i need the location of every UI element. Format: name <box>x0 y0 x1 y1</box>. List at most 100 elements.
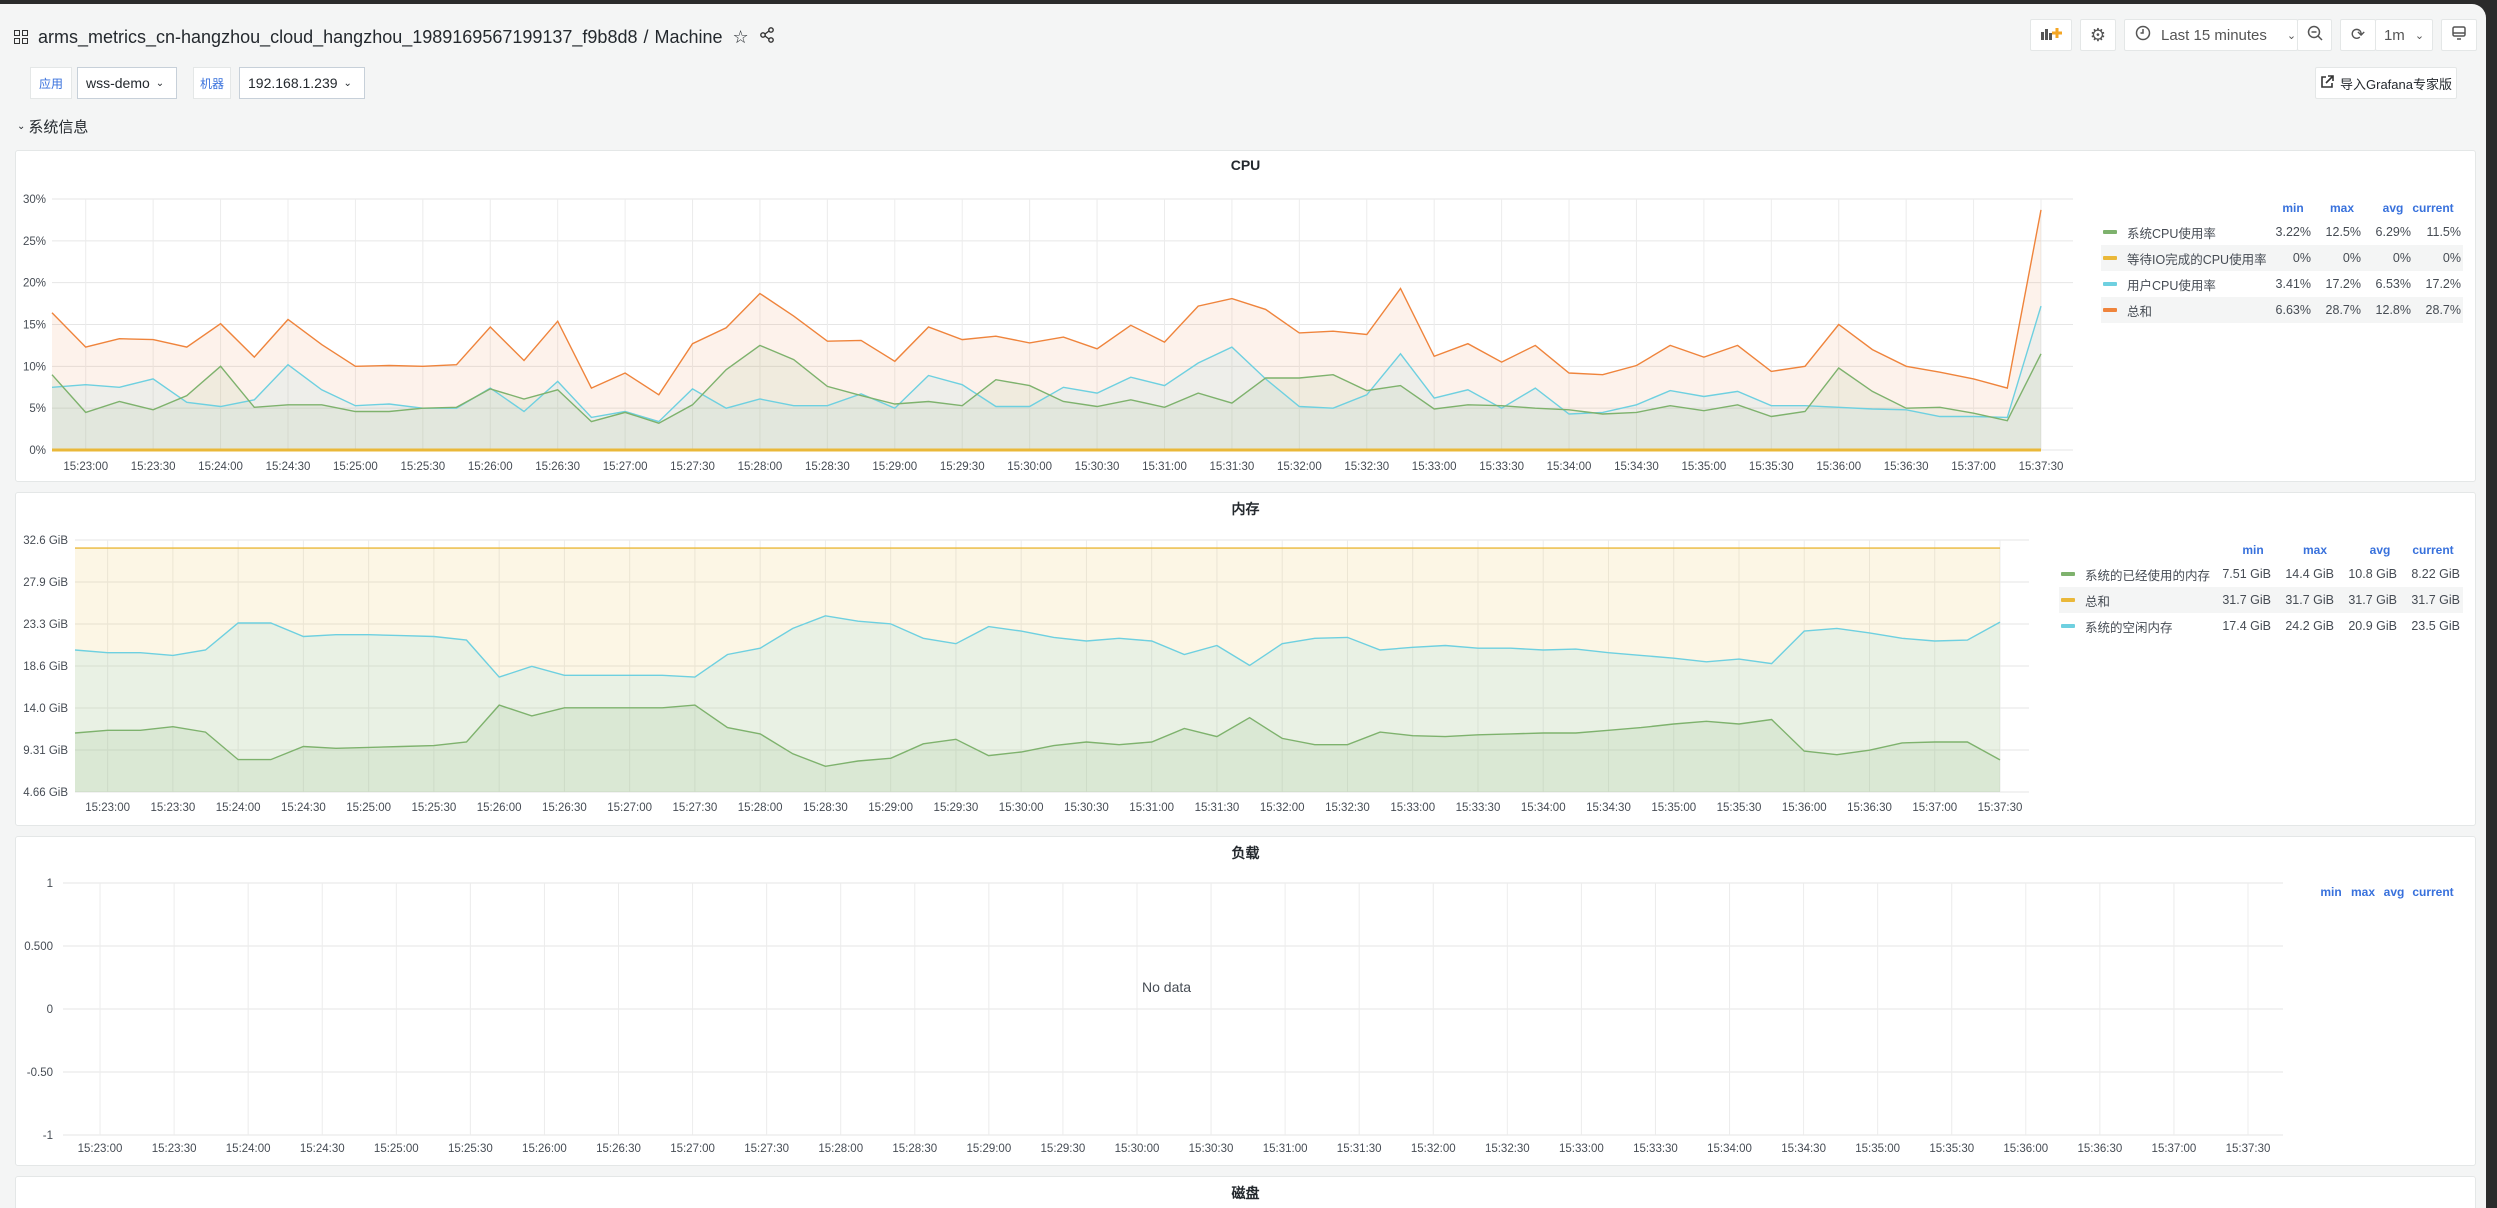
panel-title[interactable]: CPU <box>1230 157 1261 173</box>
legend-value-max: 31.7 GiB <box>2285 593 2334 607</box>
legend-color-swatch <box>2103 230 2117 234</box>
legend-item[interactable]: 用户CPU使用率 3.41% 17.2% 6.53% 17.2% <box>2101 271 2463 297</box>
legend-value-min: 3.22% <box>2275 225 2311 239</box>
legend-item[interactable]: 系统CPU使用率 3.22% 12.5% 6.29% 11.5% <box>2101 219 2463 245</box>
refresh-interval-picker[interactable]: 1m ⌄ <box>2375 19 2433 51</box>
legend-value-avg: 0% <box>2392 251 2411 265</box>
legend-color-swatch <box>2061 572 2075 576</box>
variable-value-app: wss-demo <box>86 75 150 91</box>
chevron-down-icon: ⌄ <box>2286 29 2297 42</box>
chevron-down-icon: ⌄ <box>155 77 165 89</box>
legend-item[interactable]: 等待IO完成的CPU使用率 0% 0% 0% 0% <box>2101 245 2463 271</box>
time-range-label: Last 15 minutes <box>2161 26 2267 44</box>
legend-item[interactable]: 总和 6.63% 28.7% 12.8% 28.7% <box>2101 297 2463 323</box>
share-icon[interactable] <box>759 26 775 48</box>
variable-label-host: 机器 <box>193 67 231 99</box>
row-header-system-info[interactable]: ⌄ 系统信息 <box>17 116 88 137</box>
legend-series-name: 系统的已经使用的内存 <box>2085 568 2211 583</box>
dashboard-folder-title[interactable]: arms_metrics_cn-hangzhou_cloud_hangzhou_… <box>38 26 638 47</box>
legend-series-name: 用户CPU使用率 <box>2127 278 2216 293</box>
legend-value-current: 0% <box>2442 251 2461 265</box>
load-panel: 负载 <box>15 836 2476 1166</box>
legend-item[interactable]: 系统的空闲内存 17.4 GiB 24.2 GiB 20.9 GiB 23.5 GiB <box>2059 613 2463 639</box>
no-data-message: No data <box>1142 979 1192 995</box>
tv-mode-button[interactable] <box>2441 19 2477 51</box>
dashboard-name[interactable]: Machine <box>654 26 723 47</box>
legend-value-max: 17.2% <box>2325 277 2361 291</box>
variable-select-app[interactable]: wss-demo ⌄ <box>77 67 177 99</box>
breadcrumb-separator: / <box>643 26 649 47</box>
legend-item[interactable]: 总和 31.7 GiB 31.7 GiB 31.7 GiB 31.7 GiB <box>2059 587 2463 613</box>
monitor-icon <box>2451 25 2467 45</box>
legend-header-max[interactable]: max <box>2329 201 2355 215</box>
dashboard-grid-icon[interactable] <box>14 30 28 44</box>
legend-value-current: 31.7 GiB <box>2411 593 2460 607</box>
dashboard-page: arms_metrics_cn-hangzhou_cloud_hangzhou_… <box>0 4 2486 1208</box>
zoom-out-icon <box>2307 25 2323 45</box>
add-panel-button[interactable] <box>2030 19 2072 51</box>
legend-value-max: 14.4 GiB <box>2285 567 2334 581</box>
legend-series-name: 系统的空闲内存 <box>2085 620 2173 635</box>
legend-header-avg[interactable]: avg <box>2383 885 2405 899</box>
legend-value-avg: 6.53% <box>2375 277 2411 291</box>
row-title: 系统信息 <box>28 119 89 136</box>
gear-icon: ⚙ <box>2089 24 2107 45</box>
legend-value-avg: 12.8% <box>2375 303 2411 317</box>
legend-value-current: 17.2% <box>2425 277 2461 291</box>
variable-select-host[interactable]: 192.168.1.239 ⌄ <box>239 67 365 99</box>
legend-value-avg: 6.29% <box>2375 225 2411 239</box>
legend-header-current[interactable]: current <box>2412 201 2454 215</box>
legend-value-avg: 31.7 GiB <box>2348 593 2397 607</box>
legend-header-min[interactable]: min <box>2282 201 2304 215</box>
legend-value-max: 12.5% <box>2325 225 2361 239</box>
legend-value-avg: 20.9 GiB <box>2348 619 2397 633</box>
legend-value-min: 7.51 GiB <box>2222 567 2271 581</box>
legend-value-current: 11.5% <box>2426 225 2461 239</box>
legend-header-max[interactable]: max <box>2350 885 2376 899</box>
variable-label-app: 应用 <box>30 67 72 99</box>
legend-series-name: 总和 <box>2085 594 2111 609</box>
dashboard-title-bar: arms_metrics_cn-hangzhou_cloud_hangzhou_… <box>14 22 775 52</box>
legend-value-min: 3.41% <box>2275 277 2311 291</box>
legend-color-swatch <box>2103 308 2117 312</box>
legend-value-min: 0% <box>2292 251 2311 265</box>
legend-header-current[interactable]: current <box>2412 885 2454 899</box>
import-grafana-label: 导入Grafana专家版 <box>2340 76 2452 92</box>
clock-icon <box>2135 25 2151 45</box>
legend-header-min[interactable]: min <box>2320 885 2342 899</box>
chevron-down-icon: ⌄ <box>17 121 26 132</box>
legend-header-avg[interactable]: avg <box>2369 543 2391 557</box>
disk-panel: 磁盘 <box>15 1176 2476 1208</box>
refresh-interval-label: 1m <box>2383 26 2405 44</box>
legend-item[interactable]: 系统的已经使用的内存 7.51 GiB 14.4 GiB 10.8 GiB 8.22 G… <box>2059 561 2463 587</box>
panel-title[interactable]: 磁盘 <box>1231 1185 1260 1201</box>
chevron-down-icon: ⌄ <box>343 77 352 89</box>
legend-series-name: 等待IO完成的CPU使用率 <box>2127 252 2267 267</box>
legend-header-max[interactable]: max <box>2302 543 2328 557</box>
star-icon[interactable]: ☆ <box>732 26 749 47</box>
legend-header-avg[interactable]: avg <box>2382 201 2404 215</box>
legend-color-swatch <box>2061 598 2075 602</box>
legend-series-name: 系统CPU使用率 <box>2127 226 2216 241</box>
import-grafana-button[interactable]: 导入Grafana专家版 <box>2315 67 2457 99</box>
panel-title[interactable]: 内存 <box>1231 501 1260 517</box>
dashboard-settings-button[interactable]: ⚙ <box>2080 19 2116 51</box>
time-range-picker[interactable]: Last 15 minutes ⌄ <box>2124 19 2298 51</box>
legend-value-max: 24.2 GiB <box>2285 619 2334 633</box>
external-link-icon <box>2320 74 2334 92</box>
refresh-button[interactable]: ⟳ <box>2340 19 2376 51</box>
variable-value-host: 192.168.1.239 <box>248 75 338 91</box>
legend-value-max: 28.7% <box>2325 303 2361 317</box>
legend-value-current: 23.5 GiB <box>2411 619 2460 633</box>
legend-value-min: 6.63% <box>2275 303 2311 317</box>
memory-panel: 内存 <box>15 492 2476 826</box>
refresh-icon: ⟳ <box>2350 25 2366 44</box>
legend-value-current: 8.22 GiB <box>2411 567 2460 581</box>
zoom-out-button[interactable] <box>2297 19 2332 51</box>
legend-color-swatch <box>2103 282 2117 286</box>
legend-header-min[interactable]: min <box>2242 543 2264 557</box>
legend-value-max: 0% <box>2342 251 2361 265</box>
panel-title[interactable]: 负载 <box>1231 845 1260 861</box>
legend-value-current: 28.7% <box>2425 303 2461 317</box>
legend-header-current[interactable]: current <box>2412 543 2454 557</box>
